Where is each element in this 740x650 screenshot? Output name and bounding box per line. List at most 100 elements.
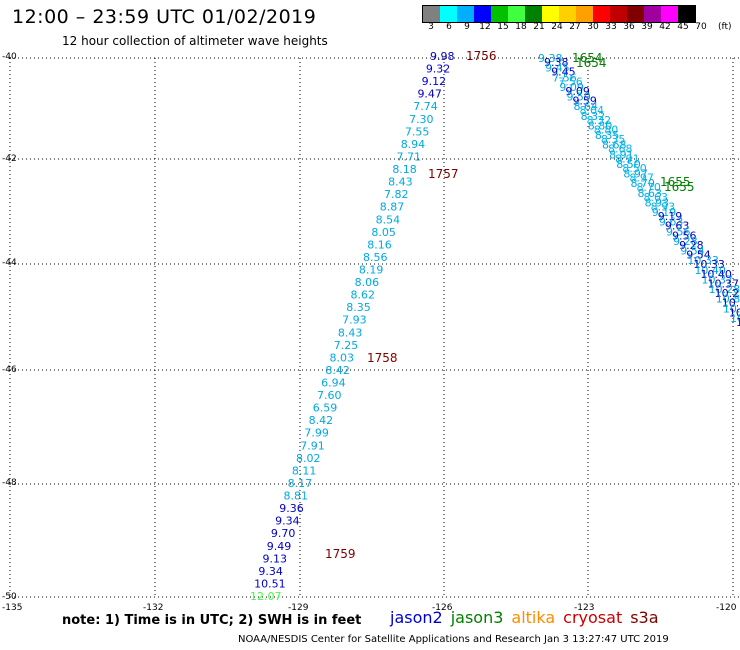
wave-height-label: 8.87 [380,201,405,214]
lon-label: -135 [2,603,23,613]
wave-height-label: 12.07 [250,590,282,603]
legend-swatch [508,6,525,22]
legend-swatch [678,6,695,22]
lat-label: -46 [2,365,17,375]
satellite-name: cryosat [563,608,623,627]
legend-unit: (ft) [718,22,732,32]
wave-height-label: 9.59 [572,95,597,108]
wave-height-label: 8.80 [594,123,619,136]
wave-height-label: 8.56 [363,251,388,264]
wave-height-label: 10.37 [702,273,734,286]
wave-height-label: 9.47 [417,88,442,101]
wave-height-label: 7.91 [300,439,325,452]
wave-height-label: 6.59 [313,402,338,415]
footer-credit: NOAA/NESDIS Center for Satellite Applica… [238,634,669,645]
wave-height-label: 7.30 [409,113,434,126]
wave-height-label: 10.84 [722,297,740,310]
wave-height-label: 7.74 [413,100,438,113]
wave-height-label: 8.91 [609,148,634,161]
wave-height-label: 8.42 [309,414,334,427]
page-subtitle: 12 hour collection of altimeter wave hei… [62,34,328,48]
wave-height-label: 10.28 [715,287,740,300]
legend-label: 15 [497,22,509,32]
lon-label: -129 [288,603,309,613]
legend-swatch [440,6,457,22]
wave-height-label: 8.93 [645,196,670,209]
wave-height-label: 8.02 [296,452,321,465]
legend-swatch [457,6,474,22]
legend-swatch [474,6,491,22]
wave-height-label: 8.43 [338,326,363,339]
wave-height-label: 9.32 [426,63,451,76]
time-label: 1758 [367,351,398,365]
time-label: 1654 [572,51,603,65]
legend-label: 21 [533,22,545,32]
wave-height-label: 8.91 [615,152,640,165]
wave-height-label: 8.16 [367,238,392,251]
wave-height-label: 7.56 [552,71,577,84]
wave-height-label: 8.32 [581,110,606,123]
wave-height-label: 8.70 [636,181,661,194]
page-title: 12:00 – 23:59 UTC 01/02/2019 [12,6,317,28]
wave-height-label: 8.68 [602,139,627,152]
wave-height-label: 7.55 [405,125,430,138]
wave-height-label: 8.63 [644,191,669,204]
lat-label: -42 [2,154,17,164]
wave-height-label: 10.84 [716,293,740,306]
color-legend [422,5,696,23]
legend-swatch [559,6,576,22]
time-label: 1655 [664,180,695,194]
satellite-name: altika [511,608,556,627]
legend-swatch [542,6,559,22]
legend-swatch [661,6,678,22]
wave-height-label: 10.40 [694,264,726,277]
note-text: note: 1) Time is in UTC; 2) SWH is in fe… [62,613,362,628]
wave-height-label: 8.43 [388,176,413,189]
wave-height-label: 10.49 [729,306,740,319]
wave-height-label: 9.19 [652,206,677,219]
wave-height-label: 10.49 [723,302,740,315]
wave-height-label: 9.54 [680,245,705,258]
wave-height-label: 8.63 [638,187,663,200]
wave-height-label: 8.70 [630,177,655,190]
wave-height-label: 8.97 [629,172,654,185]
legend-swatch [576,6,593,22]
wave-height-label: 8.80 [588,119,613,132]
track-east: 9.389.389.459.457.567.569.099.099.599.59… [538,51,740,329]
wave-height-label: 8.50 [616,158,641,171]
wave-height-label: 8.42 [325,364,350,377]
wave-height-label: 8.64 [580,104,605,117]
wave-height-label: 9.70 [271,527,296,540]
wave-height-label: 9.59 [566,91,591,104]
legend-label: 42 [659,22,671,32]
time-label: 1655 [660,175,691,189]
legend-label: 33 [605,22,617,32]
legend-swatch [423,6,440,22]
wave-height-label: 7.25 [334,339,359,352]
wave-height-label: 10.37 [708,277,740,290]
legend-swatch [627,6,644,22]
wave-height-label: 8.93 [651,200,676,213]
wave-height-label: 10.2 [730,312,740,325]
wave-height-label: 8.05 [371,226,396,239]
wave-height-label: 10.40 [700,268,732,281]
wave-height-label: 9.28 [679,239,704,252]
legend-swatch [610,6,627,22]
time-label: 1654 [576,56,607,70]
lat-label: -50 [2,592,17,602]
wave-height-label: 9.56 [666,225,691,238]
wave-height-label: 8.35 [346,301,371,314]
wave-height-label: 7.71 [397,150,422,163]
satellite-name: s3a [630,608,659,627]
wave-height-label: 8.35 [601,133,626,146]
satellite-legend: jason2 jason3 altika cryosat s3a [390,608,659,627]
time-label: 1757 [428,167,459,181]
legend-swatch [644,6,661,22]
wave-height-label: 8.94 [401,138,426,151]
wave-height-label: 7.56 [558,75,583,88]
lat-label: -40 [2,52,17,62]
wave-height-label: 6.94 [321,377,346,390]
wave-height-label: 7.60 [317,389,342,402]
wave-height-label: 7.82 [384,188,409,201]
